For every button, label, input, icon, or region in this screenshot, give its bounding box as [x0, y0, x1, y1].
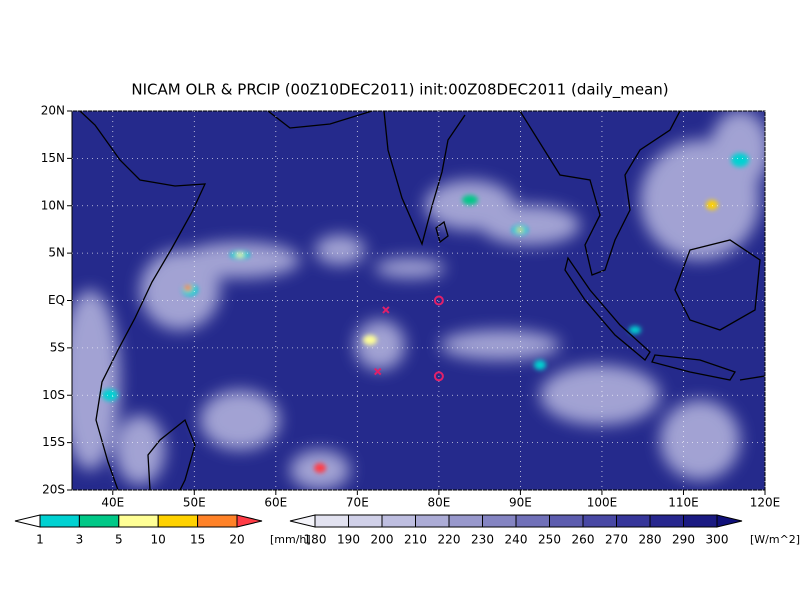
marker-stroke: [382, 306, 390, 314]
colorbar-label: 280: [639, 533, 662, 547]
colorbar-label: 290: [672, 533, 695, 547]
colorbar-cell: [649, 514, 684, 528]
coastlines: [79, 111, 765, 490]
colorbar-cell: [582, 514, 617, 528]
colorbar-cell: [415, 514, 450, 528]
colorbar-cell: [381, 514, 416, 528]
colorbar-label: 270: [605, 533, 628, 547]
colorbar-label: 3: [76, 533, 84, 547]
colorbar-label: 190: [337, 533, 360, 547]
x-tick-label: 40E: [101, 496, 124, 510]
colorbar-label: 210: [404, 533, 427, 547]
station-marker: [433, 371, 444, 382]
station-marker: [374, 367, 382, 376]
x-tick-label: 70E: [346, 496, 369, 510]
colorbar-label: 180: [304, 533, 327, 547]
marker-circle: [433, 295, 444, 306]
colorbar-label: 20: [229, 533, 244, 547]
colorbar-unit: [W/m^2]: [750, 533, 800, 546]
colorbar-label: 300: [706, 533, 729, 547]
colorbar-label: 15: [190, 533, 205, 547]
colorbar-cell: [482, 514, 517, 528]
colorbar-unit: [mm/h]: [270, 533, 311, 546]
colorbar-label: 200: [371, 533, 394, 547]
y-tick-label: 15S: [42, 435, 65, 449]
y-tick-label: 20S: [42, 483, 65, 497]
colorbar-label: 220: [438, 533, 461, 547]
colorbar-cell: [515, 514, 550, 528]
colorbar-label: 10: [151, 533, 166, 547]
y-tick-label: 10S: [42, 388, 65, 402]
title: NICAM OLR & PRCIP (00Z10DEC2011) init:00…: [131, 81, 668, 100]
x-tick-label: 50E: [183, 496, 206, 510]
colorbar-cell: [118, 514, 159, 528]
colorbar-label: 240: [505, 533, 528, 547]
colorbar-cell: [549, 514, 584, 528]
x-tick-label: 90E: [509, 496, 532, 510]
y-tick-label: 20N: [41, 104, 65, 118]
colorbar-label: 260: [572, 533, 595, 547]
colorbar-cell: [236, 514, 263, 528]
y-tick-label: EQ: [48, 293, 65, 307]
colorbar-cell: [314, 514, 349, 528]
x-tick-label: 60E: [264, 496, 287, 510]
colorbar-cell: [78, 514, 120, 528]
x-tick-label: 110E: [668, 496, 699, 510]
colorbar-cell: [197, 514, 238, 528]
colorbar-label: 5: [115, 533, 123, 547]
colorbar-cell: [616, 514, 651, 528]
colorbar-cell: [448, 514, 483, 528]
colorbar-label: 250: [538, 533, 561, 547]
colorbar-cell: [716, 514, 743, 528]
map-area: [72, 111, 765, 490]
colorbar-cell: [157, 514, 199, 528]
y-tick-label: 5S: [50, 340, 65, 354]
colorbar-cell: [39, 514, 80, 528]
colorbar-label: 230: [471, 533, 494, 547]
station-marker: [382, 306, 390, 314]
cloud-field: [72, 111, 765, 490]
x-tick-label: 100E: [587, 496, 618, 510]
colorbar-label: 1: [36, 533, 44, 547]
y-tick-label: 5N: [48, 246, 65, 260]
marker-circle: [433, 371, 444, 382]
colorbar-cell: [683, 514, 718, 528]
colorbar-cell: [14, 514, 41, 528]
y-tick-label: 10N: [41, 198, 65, 212]
marker-stroke: [374, 367, 382, 376]
x-tick-label: 80E: [427, 496, 450, 510]
x-tick-label: 120E: [750, 496, 781, 510]
station-marker: [433, 295, 444, 306]
y-tick-label: 15N: [41, 151, 65, 165]
colorbar-cell: [289, 514, 316, 528]
colorbar-cell: [348, 514, 383, 528]
